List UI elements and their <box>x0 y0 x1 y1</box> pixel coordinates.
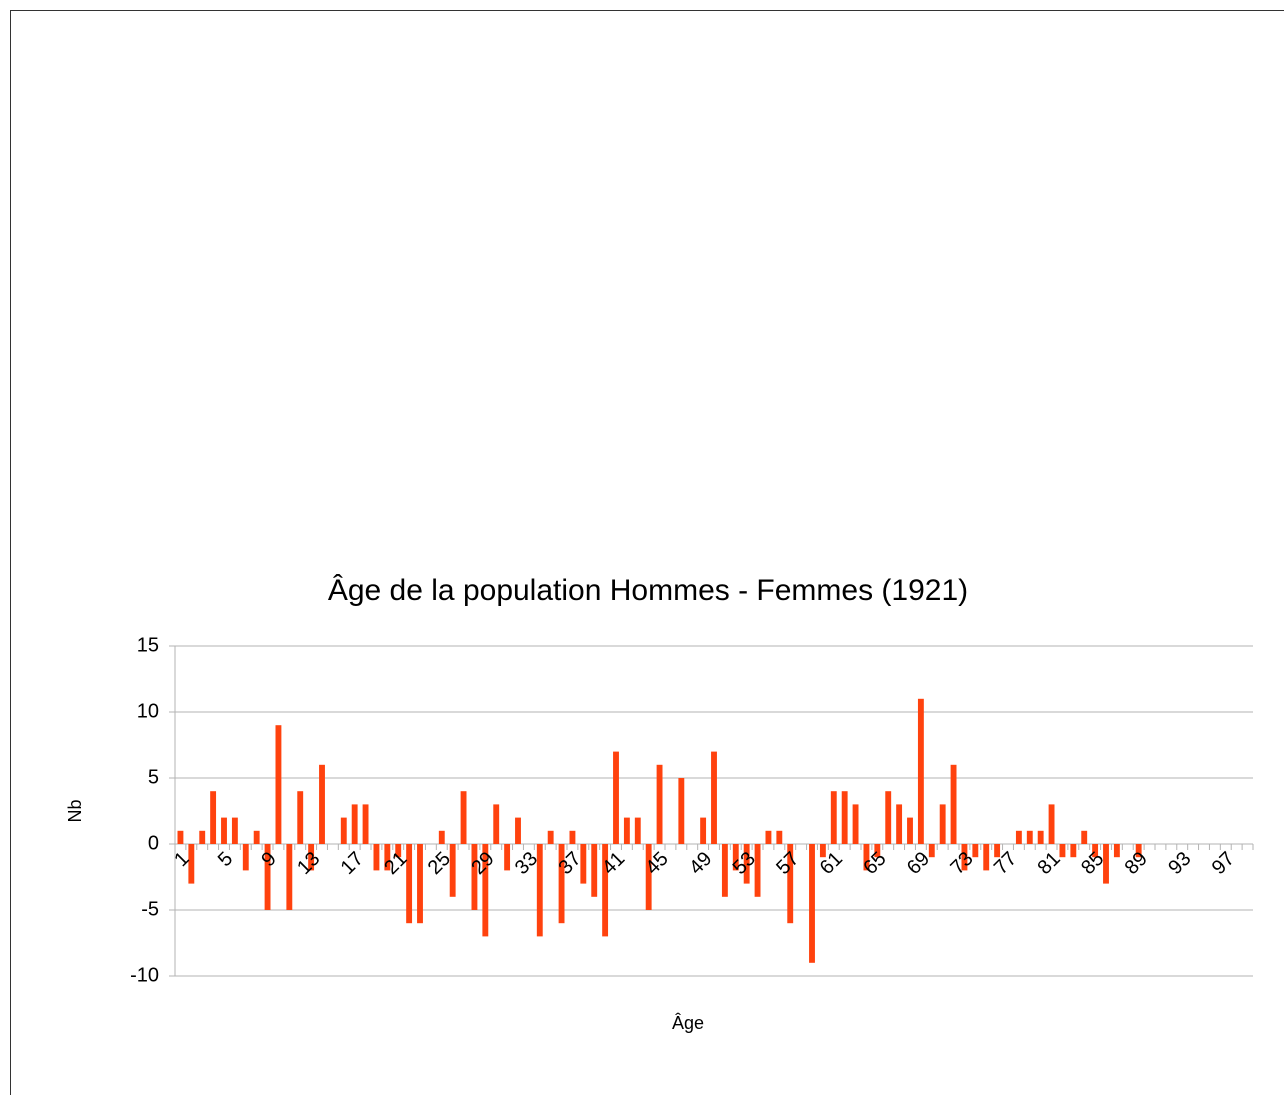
bar <box>766 831 772 844</box>
chart-border <box>11 11 1284 1096</box>
bar <box>842 791 848 844</box>
x-tick-label: 93 <box>1164 848 1195 879</box>
y-tick-label: 10 <box>137 700 159 722</box>
bar <box>972 844 978 857</box>
bar <box>199 831 205 844</box>
bar <box>722 844 728 897</box>
bar <box>341 818 347 844</box>
bar <box>657 765 663 844</box>
chart-title: Âge de la population Hommes - Femmes (19… <box>328 574 968 607</box>
bar <box>711 752 717 844</box>
bar <box>907 818 913 844</box>
bar <box>1070 844 1076 857</box>
bar <box>853 804 859 844</box>
x-tick-label: 57 <box>772 848 803 879</box>
bar <box>613 752 619 844</box>
bar <box>221 818 227 844</box>
bar <box>417 844 423 923</box>
bar <box>450 844 456 897</box>
bar <box>1081 831 1087 844</box>
bar <box>504 844 510 870</box>
bar <box>461 791 467 844</box>
x-tick-label: 13 <box>293 848 324 879</box>
bar <box>548 831 554 844</box>
bar <box>831 791 837 844</box>
bar <box>1049 804 1055 844</box>
bar <box>1016 831 1022 844</box>
x-axis-title: Âge <box>672 1013 704 1033</box>
bar <box>983 844 989 870</box>
bar <box>776 831 782 844</box>
bar <box>591 844 597 897</box>
bar <box>439 831 445 844</box>
bar <box>700 818 706 844</box>
y-tick-label: 5 <box>148 766 159 788</box>
bar <box>406 844 412 923</box>
y-tick-label: -10 <box>130 964 159 986</box>
bar <box>635 818 641 844</box>
bar <box>286 844 292 910</box>
bar <box>319 765 325 844</box>
x-tick-label: 49 <box>685 848 716 879</box>
y-axis-title: Nb <box>65 799 85 822</box>
bar <box>243 844 249 870</box>
bar <box>374 844 380 870</box>
bar <box>896 804 902 844</box>
bar <box>929 844 935 857</box>
bar <box>809 844 815 963</box>
y-tick-label: 15 <box>137 634 159 656</box>
bar <box>1060 844 1066 857</box>
bar <box>254 831 260 844</box>
bar <box>755 844 761 897</box>
bar <box>352 804 358 844</box>
bar <box>885 791 891 844</box>
bar <box>297 791 303 844</box>
x-tick-label: 97 <box>1208 848 1239 879</box>
bar <box>951 765 957 844</box>
y-tick-label: 0 <box>148 832 159 854</box>
x-tick-label: 89 <box>1121 848 1152 879</box>
bar <box>918 699 924 844</box>
bar <box>178 831 184 844</box>
bar <box>1114 844 1120 857</box>
x-tick-label: 5 <box>214 848 237 871</box>
bar <box>232 818 238 844</box>
y-tick-label: -5 <box>141 898 159 920</box>
bar <box>1027 831 1033 844</box>
bar <box>940 804 946 844</box>
bar <box>1038 831 1044 844</box>
bar <box>363 804 369 844</box>
bar <box>570 831 576 844</box>
bar <box>537 844 543 936</box>
bar <box>276 725 282 844</box>
bar <box>678 778 684 844</box>
x-tick-label: 17 <box>337 848 368 879</box>
bar <box>515 818 521 844</box>
bar <box>210 791 216 844</box>
bar <box>493 804 499 844</box>
bar <box>624 818 630 844</box>
